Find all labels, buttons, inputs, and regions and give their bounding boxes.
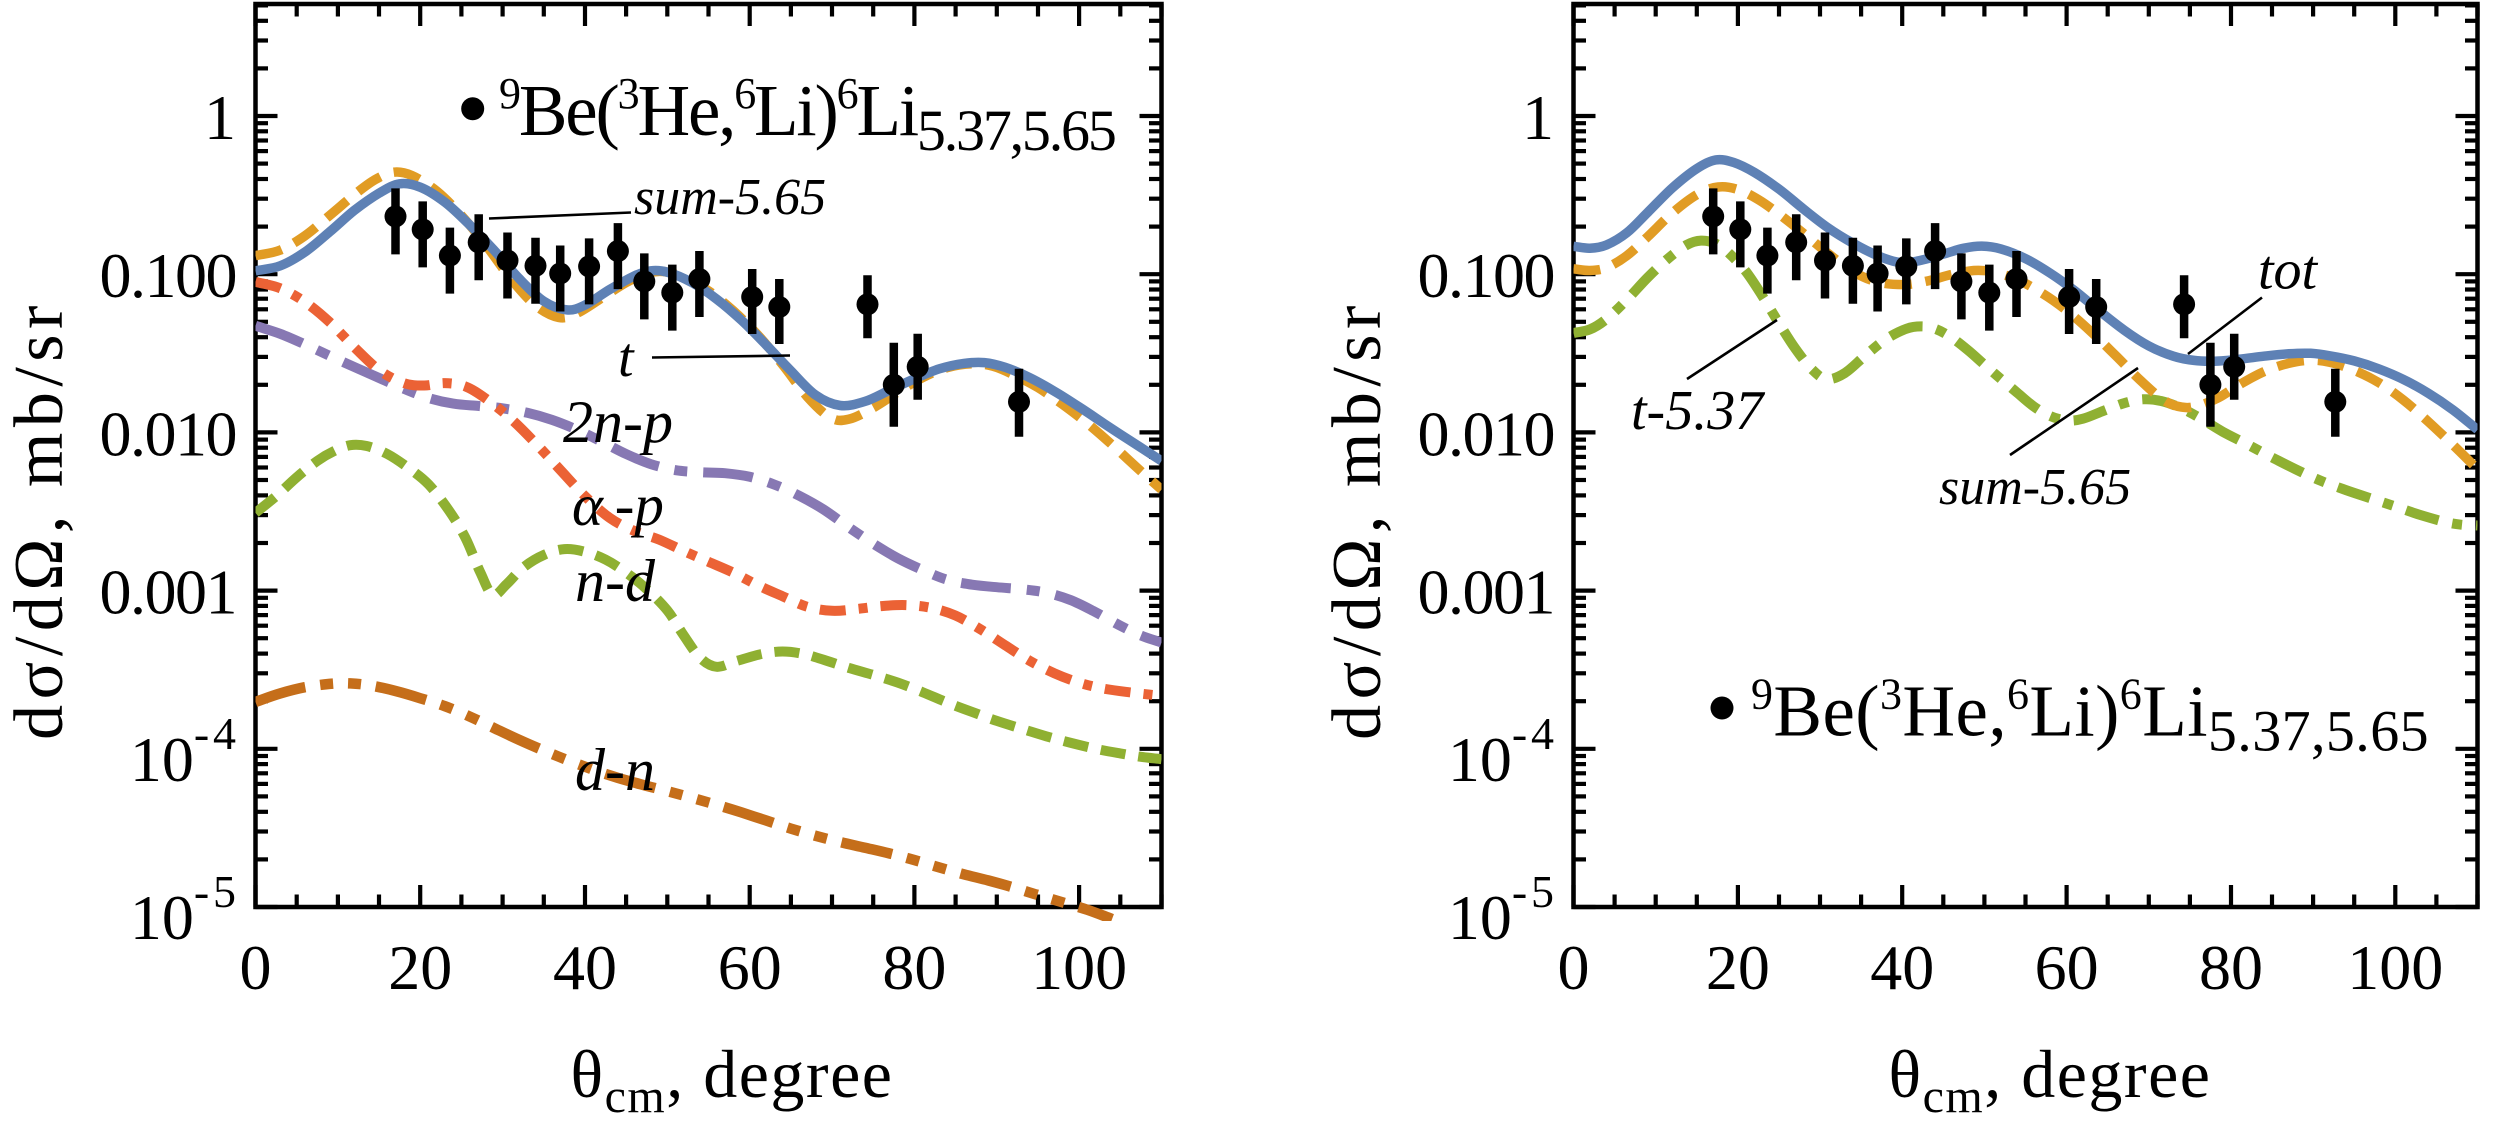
svg-text:tot: tot xyxy=(2258,240,2319,302)
svg-text:9Be(3He,6Li)6Li5.37,5.65: 9Be(3He,6Li)6Li5.37,5.65 xyxy=(1751,670,2429,764)
svg-text:100: 100 xyxy=(2347,932,2443,1003)
svg-text:0.010: 0.010 xyxy=(1418,398,1555,469)
svg-text:40: 40 xyxy=(1870,932,1934,1003)
svg-text:60: 60 xyxy=(718,932,782,1003)
svg-text:0: 0 xyxy=(1558,932,1590,1003)
svg-text:sum-5.65: sum-5.65 xyxy=(634,169,826,226)
svg-text:2n-p: 2n-p xyxy=(563,389,673,455)
svg-text:100: 100 xyxy=(1031,932,1127,1003)
svg-text:sum-5.65: sum-5.65 xyxy=(1939,459,2131,516)
svg-text:60: 60 xyxy=(2035,932,2099,1003)
svg-text:0.100: 0.100 xyxy=(100,240,237,311)
svg-text:20: 20 xyxy=(388,932,452,1003)
svg-text:dσ/dΩ, mb/sr: dσ/dΩ, mb/sr xyxy=(1,300,78,740)
svg-text:0: 0 xyxy=(240,932,272,1003)
svg-text:9Be(3He,6Li)6Li5.37,5.65: 9Be(3He,6Li)6Li5.37,5.65 xyxy=(499,69,1115,163)
svg-text:20: 20 xyxy=(1706,932,1770,1003)
svg-text:0.001: 0.001 xyxy=(100,557,237,628)
svg-text:80: 80 xyxy=(2199,932,2263,1003)
svg-text:40: 40 xyxy=(553,932,617,1003)
svg-text:10- 5: 10- 5 xyxy=(130,866,236,953)
svg-text:α -p: α -p xyxy=(572,472,664,538)
svg-text:80: 80 xyxy=(882,932,946,1003)
svg-text:10- 5: 10- 5 xyxy=(1448,866,1554,953)
svg-text:0.010: 0.010 xyxy=(100,398,237,469)
svg-text:d-n: d-n xyxy=(575,737,655,803)
svg-text:0.100: 0.100 xyxy=(1418,240,1555,311)
svg-text:1: 1 xyxy=(1522,82,1554,153)
svg-text:0.001: 0.001 xyxy=(1418,557,1555,628)
svg-text:10- 4: 10- 4 xyxy=(1448,708,1554,795)
svg-text:dσ/dΩ, mb/sr: dσ/dΩ, mb/sr xyxy=(1319,300,1396,740)
svg-text:10- 4: 10- 4 xyxy=(130,708,236,795)
svg-text:1: 1 xyxy=(204,82,236,153)
svg-text:t: t xyxy=(618,327,635,389)
svg-text:t-5.37: t-5.37 xyxy=(1631,380,1765,442)
svg-text:n-d: n-d xyxy=(575,548,656,614)
